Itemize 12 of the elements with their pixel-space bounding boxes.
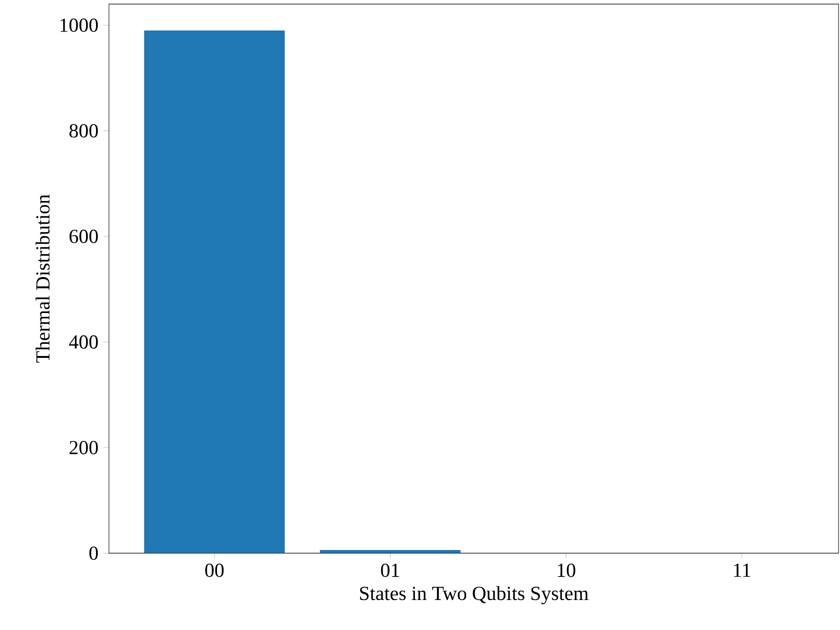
y-tick-label: 800 xyxy=(69,124,98,138)
y-tick-label: 0 xyxy=(89,546,98,560)
y-tick-label: 600 xyxy=(70,230,98,244)
y-tick-label: 1000 xyxy=(60,18,98,32)
x-axis-title: States in Two Qubits System xyxy=(360,586,588,604)
y-axis-title: Thermal Distribution xyxy=(36,194,50,363)
x-tick-label: 11 xyxy=(734,564,750,577)
x-tick-label: 00 xyxy=(205,564,224,577)
x-tick-label: 01 xyxy=(381,564,400,577)
y-tick-label: 400 xyxy=(69,335,98,349)
y-tick-label: 200 xyxy=(70,440,98,454)
x-tick-label: 10 xyxy=(558,564,576,577)
